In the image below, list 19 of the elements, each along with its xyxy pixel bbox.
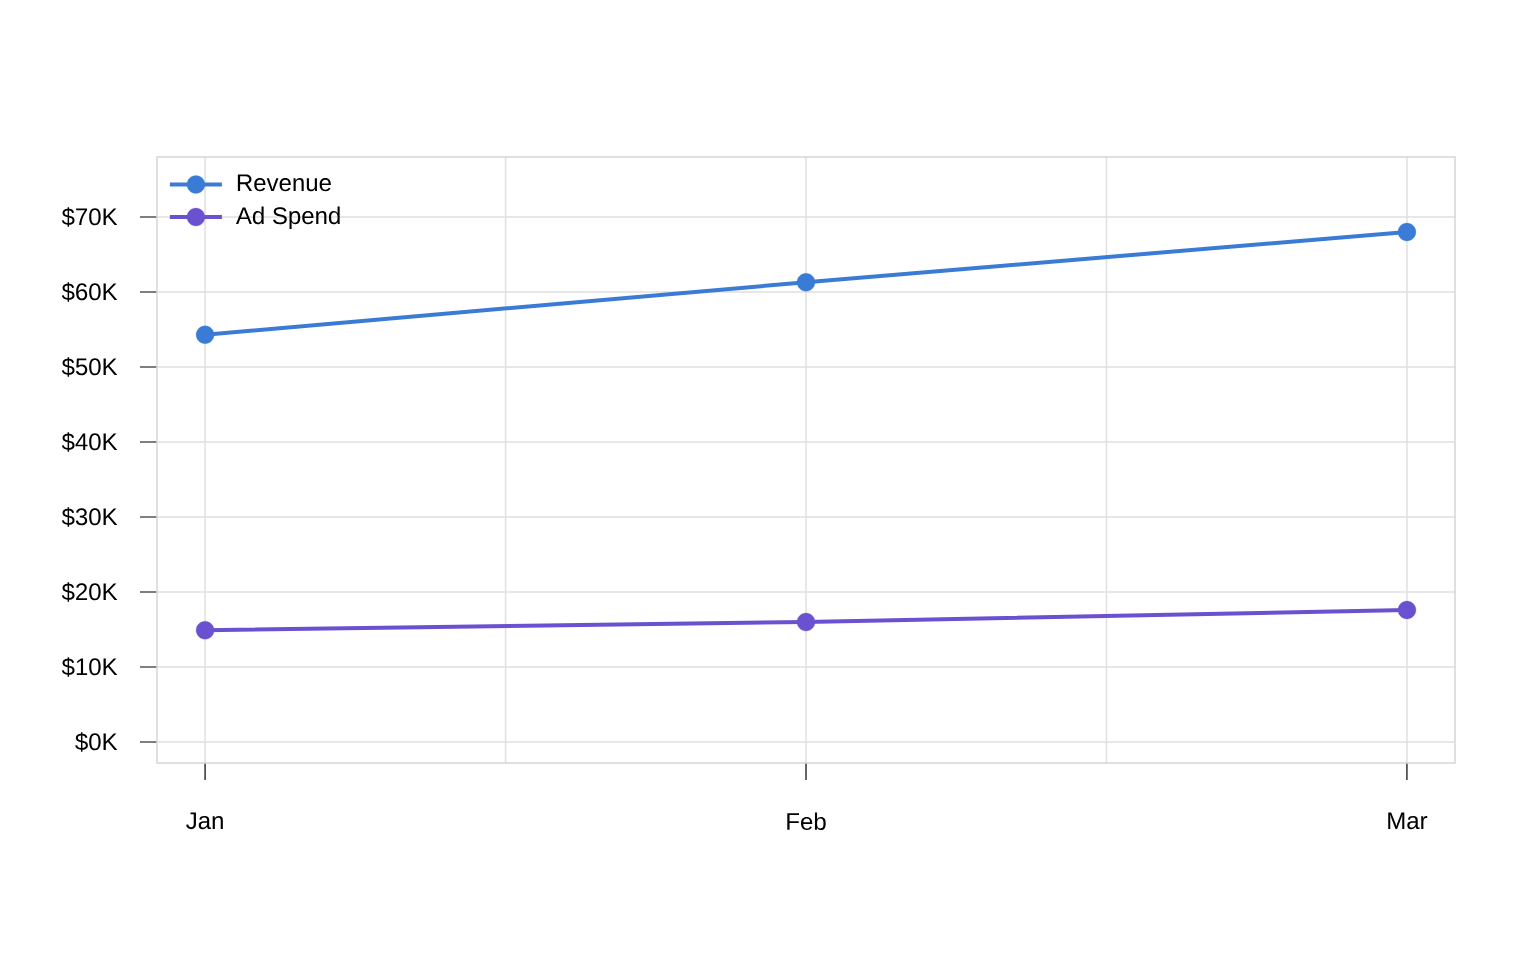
- y-tick-label: $70K: [61, 207, 118, 227]
- legend-label: Revenue: [237, 174, 331, 192]
- x-tick-label: Feb: [787, 812, 826, 831]
- y-tick-label: $0K: [75, 732, 118, 752]
- y-tick-label: $10K: [61, 657, 118, 677]
- y-tick-label: $30K: [61, 507, 118, 527]
- x-tick-label: Jan: [186, 812, 223, 830]
- point: [796, 273, 816, 292]
- legend-label: Ad Spend: [235, 206, 340, 229]
- point: [195, 621, 215, 640]
- point: [1397, 222, 1417, 242]
- point: [796, 612, 816, 632]
- y-tick-label: $60K: [61, 282, 118, 302]
- x-tick-label: Mar: [1388, 812, 1428, 830]
- y-tick-label: $20K: [61, 582, 118, 602]
- point: [1397, 600, 1417, 620]
- y-tick-label: $50K: [61, 357, 118, 377]
- y-tick-label: $40K: [61, 432, 118, 452]
- point: [195, 325, 215, 344]
